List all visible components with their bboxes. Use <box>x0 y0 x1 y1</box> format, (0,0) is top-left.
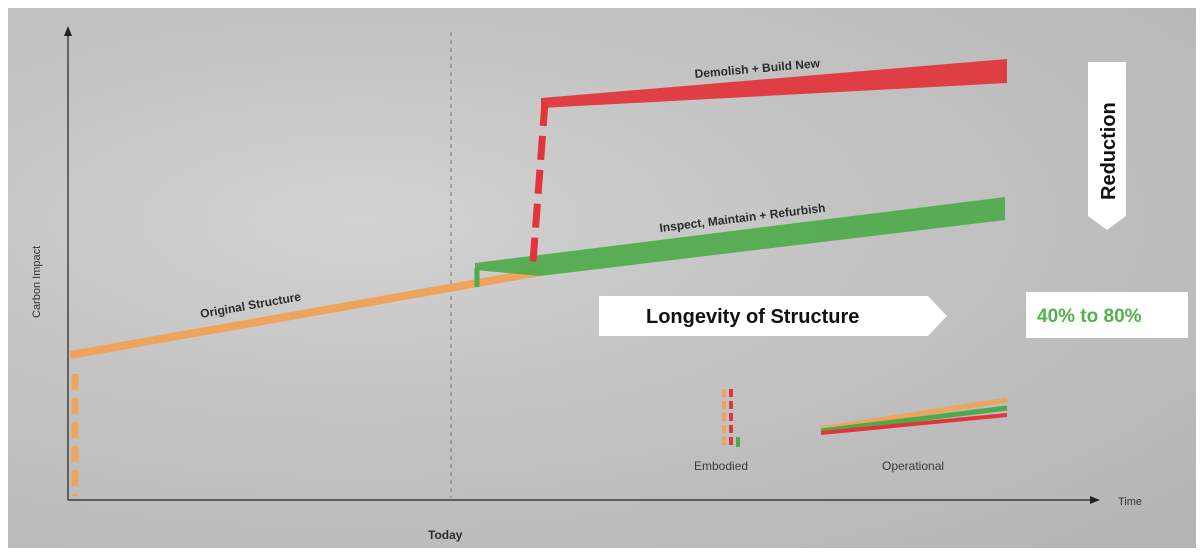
demolish-build-line <box>541 59 1007 108</box>
embodied-label: Embodied <box>694 459 748 473</box>
operational-red-mark <box>820 413 1008 435</box>
longevity-box <box>599 296 947 336</box>
reduction-arrow <box>1088 62 1126 230</box>
operational-label: Operational <box>882 459 944 473</box>
percent-box <box>1026 292 1188 338</box>
red-dashed-line <box>529 101 549 263</box>
today-label: Today <box>428 528 463 542</box>
y-axis-label: Carbon Impact <box>31 246 43 318</box>
frame-bottom <box>0 548 1202 552</box>
reduction-label: Reduction <box>1098 102 1120 200</box>
frame-right <box>1196 0 1202 552</box>
y-axis-arrow-icon <box>64 26 72 36</box>
x-axis-arrow-icon <box>1090 496 1100 504</box>
x-axis-label: Time <box>1118 496 1142 508</box>
frame-left <box>0 0 8 552</box>
inspect-maintain-line <box>475 197 1005 276</box>
frame-top <box>0 0 1202 8</box>
longevity-label: Longevity of Structure <box>646 306 859 328</box>
percent-label: 40% to 80% <box>1037 306 1142 327</box>
operational-orange-mark <box>820 397 1008 432</box>
original-structure-line <box>69 268 541 359</box>
operational-green-mark <box>820 405 1008 434</box>
